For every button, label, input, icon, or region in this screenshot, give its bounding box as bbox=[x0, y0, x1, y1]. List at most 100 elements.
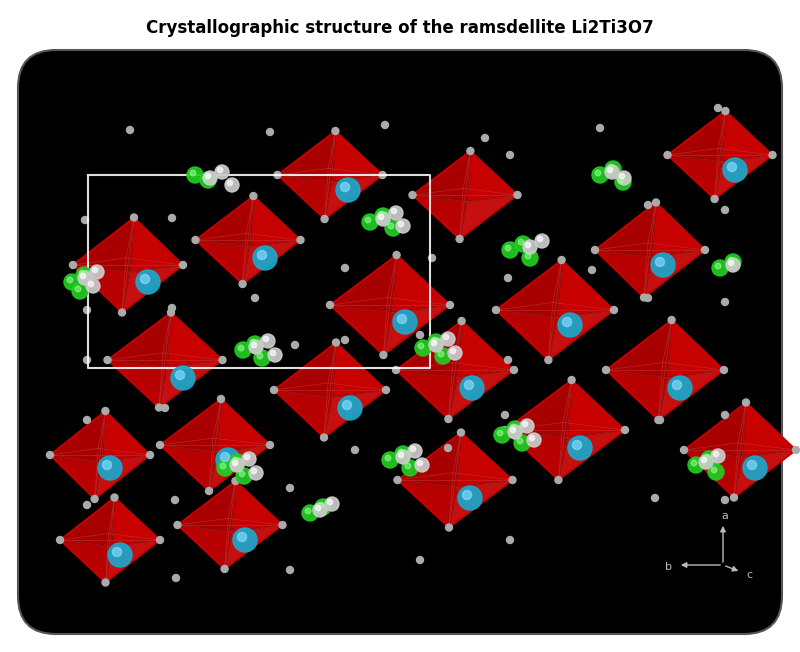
Polygon shape bbox=[324, 390, 386, 437]
Circle shape bbox=[80, 273, 86, 278]
Circle shape bbox=[591, 246, 598, 254]
Polygon shape bbox=[459, 195, 518, 239]
Polygon shape bbox=[130, 218, 183, 272]
Circle shape bbox=[727, 162, 737, 171]
Circle shape bbox=[206, 173, 210, 179]
Circle shape bbox=[535, 234, 549, 248]
Polygon shape bbox=[160, 399, 221, 445]
Circle shape bbox=[173, 574, 179, 582]
Circle shape bbox=[711, 467, 717, 473]
Polygon shape bbox=[60, 497, 114, 546]
Circle shape bbox=[438, 351, 444, 357]
Circle shape bbox=[342, 336, 349, 344]
Circle shape bbox=[218, 396, 225, 402]
Circle shape bbox=[418, 460, 422, 466]
Circle shape bbox=[244, 454, 250, 460]
Circle shape bbox=[155, 404, 162, 411]
Circle shape bbox=[351, 447, 358, 454]
Circle shape bbox=[251, 468, 257, 473]
Circle shape bbox=[589, 267, 595, 273]
Circle shape bbox=[315, 499, 331, 515]
Circle shape bbox=[236, 468, 252, 484]
Circle shape bbox=[518, 239, 524, 244]
Polygon shape bbox=[278, 175, 332, 219]
Polygon shape bbox=[667, 149, 718, 199]
Circle shape bbox=[341, 183, 350, 192]
Circle shape bbox=[493, 306, 499, 314]
Polygon shape bbox=[558, 260, 614, 318]
Circle shape bbox=[526, 253, 531, 259]
Circle shape bbox=[126, 126, 134, 134]
Polygon shape bbox=[167, 312, 222, 367]
Circle shape bbox=[263, 336, 269, 342]
Circle shape bbox=[235, 342, 251, 358]
Polygon shape bbox=[505, 422, 562, 480]
Circle shape bbox=[417, 557, 423, 563]
Polygon shape bbox=[463, 151, 518, 195]
Polygon shape bbox=[50, 411, 106, 455]
Circle shape bbox=[409, 192, 416, 198]
Circle shape bbox=[742, 399, 750, 406]
Circle shape bbox=[398, 452, 404, 458]
Polygon shape bbox=[413, 188, 463, 239]
Circle shape bbox=[702, 246, 709, 254]
Circle shape bbox=[408, 444, 422, 458]
Circle shape bbox=[526, 243, 530, 248]
Polygon shape bbox=[160, 399, 221, 452]
Circle shape bbox=[701, 451, 717, 467]
Circle shape bbox=[64, 274, 80, 290]
Polygon shape bbox=[330, 297, 388, 355]
Circle shape bbox=[279, 522, 286, 529]
Polygon shape bbox=[195, 196, 254, 246]
Polygon shape bbox=[658, 363, 724, 420]
Circle shape bbox=[200, 172, 216, 188]
Circle shape bbox=[699, 455, 713, 469]
Polygon shape bbox=[459, 188, 518, 239]
Circle shape bbox=[218, 168, 222, 173]
Polygon shape bbox=[195, 233, 246, 284]
Circle shape bbox=[608, 164, 614, 170]
Circle shape bbox=[723, 158, 747, 182]
Circle shape bbox=[221, 452, 230, 462]
Polygon shape bbox=[658, 370, 724, 420]
Polygon shape bbox=[738, 402, 796, 450]
Polygon shape bbox=[228, 481, 282, 525]
Polygon shape bbox=[448, 370, 514, 419]
Circle shape bbox=[113, 548, 122, 557]
Circle shape bbox=[714, 104, 722, 111]
Circle shape bbox=[380, 351, 387, 359]
Circle shape bbox=[238, 533, 246, 542]
Circle shape bbox=[249, 466, 263, 480]
Circle shape bbox=[395, 446, 411, 462]
Polygon shape bbox=[159, 353, 222, 408]
Polygon shape bbox=[549, 303, 614, 360]
Polygon shape bbox=[383, 297, 450, 355]
Circle shape bbox=[313, 503, 327, 517]
Circle shape bbox=[655, 258, 665, 267]
Circle shape bbox=[668, 376, 692, 400]
Circle shape bbox=[460, 376, 484, 400]
Polygon shape bbox=[558, 422, 625, 480]
Circle shape bbox=[321, 216, 328, 222]
Circle shape bbox=[691, 460, 697, 466]
Circle shape bbox=[673, 380, 682, 389]
Polygon shape bbox=[606, 370, 667, 420]
Circle shape bbox=[702, 457, 706, 463]
Polygon shape bbox=[453, 432, 513, 480]
Circle shape bbox=[651, 494, 658, 501]
Circle shape bbox=[467, 147, 474, 155]
Circle shape bbox=[286, 567, 294, 574]
Circle shape bbox=[90, 265, 104, 279]
Polygon shape bbox=[325, 168, 382, 219]
Circle shape bbox=[378, 215, 384, 220]
Polygon shape bbox=[106, 533, 160, 582]
Circle shape bbox=[730, 494, 738, 501]
Circle shape bbox=[217, 460, 233, 476]
Circle shape bbox=[507, 421, 523, 437]
Circle shape bbox=[254, 350, 270, 366]
Circle shape bbox=[448, 346, 462, 360]
Polygon shape bbox=[684, 402, 746, 450]
Polygon shape bbox=[396, 321, 462, 378]
Circle shape bbox=[538, 236, 542, 242]
Circle shape bbox=[398, 221, 404, 227]
